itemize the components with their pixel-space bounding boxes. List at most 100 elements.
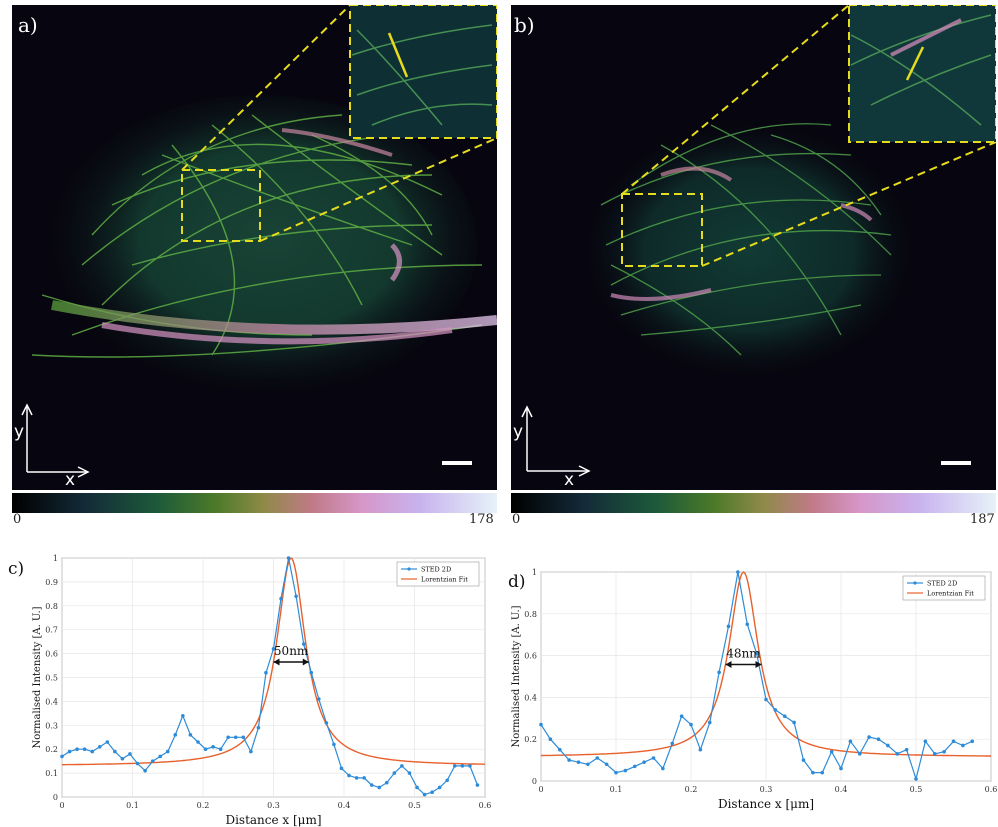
sted-data-point	[604, 762, 609, 767]
chart-panel-label: d)	[508, 572, 526, 592]
sted-data-point	[128, 752, 132, 756]
sted-data-point	[707, 720, 712, 725]
sted-data-point	[249, 749, 253, 754]
sted-data-point	[324, 721, 329, 725]
legend-box	[396, 561, 480, 587]
sted-data-point	[857, 752, 862, 756]
sted-data-point	[689, 722, 693, 727]
x-tick-label: 0	[538, 785, 543, 794]
legend-sted-marker	[913, 581, 917, 585]
sted-data-point	[961, 743, 965, 748]
sted-data-point	[430, 790, 434, 795]
x-axis-label: Distance x [μm]	[225, 813, 321, 827]
x-tick-label: 0.2	[197, 801, 210, 810]
x-tick-label: 0.3	[760, 785, 773, 794]
sted-data-point	[942, 749, 946, 754]
colorbar-a	[12, 493, 497, 513]
sted-data-point	[437, 785, 442, 790]
axis-y-label-b: y	[513, 422, 524, 442]
sted-data-point	[876, 737, 881, 741]
chart-c: c) 0 0.1 0.2 0.3 0.4 0.5 0.6 0 0.1 0.2 0.3 0.4 0.5 0.6…	[8, 554, 491, 827]
sted-data-point	[400, 764, 404, 768]
sted-data-point	[586, 762, 590, 767]
sted-data-point	[782, 714, 787, 719]
colorbar-a-min: 0	[13, 512, 22, 527]
y-axis-label: Normalised Intensity [A. U.]	[511, 605, 522, 747]
y-tick-label: 0.5	[45, 674, 58, 683]
panel-label-a: a)	[18, 13, 38, 37]
microscopy-image-a-art	[21, 5, 497, 478]
y-tick-label: 1	[532, 568, 537, 577]
sted-data-point	[271, 647, 276, 651]
sted-data-point	[113, 749, 117, 754]
y-tick-label: 0.1	[45, 769, 58, 778]
sted-data-point	[196, 740, 200, 744]
sted-data-point	[886, 743, 890, 748]
sted-data-point	[203, 747, 208, 751]
sted-data-point	[392, 771, 397, 775]
sted-data-point	[548, 737, 553, 741]
sted-data-point	[332, 742, 336, 747]
microscopy-image-b-art	[521, 5, 996, 477]
x-tick-label: 0.4	[338, 801, 351, 810]
sted-data-point	[539, 722, 543, 727]
sted-data-point	[717, 670, 721, 675]
sted-data-point	[932, 752, 937, 756]
sted-data-point	[256, 725, 261, 730]
sted-data-point	[642, 760, 646, 764]
y-tick-label: 0.9	[45, 578, 58, 587]
sted-data-point	[384, 780, 389, 785]
fwhm-arrowhead-left	[273, 658, 280, 666]
fit-series-line	[541, 571, 991, 757]
sted-data-point	[211, 745, 215, 749]
sted-data-point	[143, 768, 147, 773]
sted-data-point	[67, 749, 72, 754]
sted-data-point	[970, 739, 975, 744]
colorbar-b	[511, 493, 996, 513]
x-tick-label: 0.2	[685, 785, 698, 794]
y-axis-label: Normalised Intensity [A. U.]	[32, 606, 43, 748]
fwhm-arrowhead-right	[755, 660, 762, 668]
sted-data-point	[867, 735, 871, 739]
chart-panel-label: c)	[8, 559, 24, 579]
sted-data-point	[764, 697, 768, 702]
x-tick-label: 0.5	[910, 785, 923, 794]
sted-data-point	[904, 747, 909, 752]
sted-data-point	[286, 556, 291, 560]
sted-data-point	[362, 776, 366, 780]
axis-x-label-a: x	[65, 470, 76, 490]
sted-data-point	[792, 720, 796, 725]
fwhm-arrowhead-right	[302, 658, 309, 666]
sted-data-point	[670, 741, 675, 746]
sted-data-point	[475, 783, 480, 787]
sted-data-point	[90, 749, 95, 754]
sted-data-point	[736, 570, 740, 574]
sted-data-point	[75, 747, 79, 751]
sted-data-point	[452, 764, 457, 768]
sted-data-point	[460, 764, 465, 768]
sted-data-point	[415, 785, 419, 790]
sted-data-point	[150, 759, 155, 763]
microscopy-image-b: b) y x	[511, 5, 996, 490]
x-tick-label: 0	[59, 801, 64, 810]
sted-data-point	[97, 745, 102, 749]
y-tick-label: 0.4	[45, 697, 58, 706]
sted-data-point	[60, 754, 64, 759]
legend-fit-label: Lorentzian Fit	[421, 576, 468, 584]
x-axis-label: Distance x [μm]	[718, 797, 814, 811]
y-tick-label: 0.6	[524, 652, 537, 661]
sted-data-point	[369, 783, 374, 787]
sted-data-point	[557, 747, 562, 752]
sted-data-point	[377, 785, 382, 790]
legend-sted-marker	[407, 567, 411, 571]
sted-data-point	[264, 670, 268, 675]
sted-data-point	[839, 766, 843, 771]
sted-data-point	[294, 594, 298, 599]
sted-data-point	[829, 749, 834, 754]
sted-data-point	[679, 714, 684, 719]
y-tick-label: 0.2	[524, 735, 537, 744]
x-tick-label: 0.1	[610, 785, 623, 794]
sted-data-point	[241, 735, 246, 740]
legend-box	[902, 575, 986, 601]
y-tick-label: 0.3	[45, 721, 58, 730]
